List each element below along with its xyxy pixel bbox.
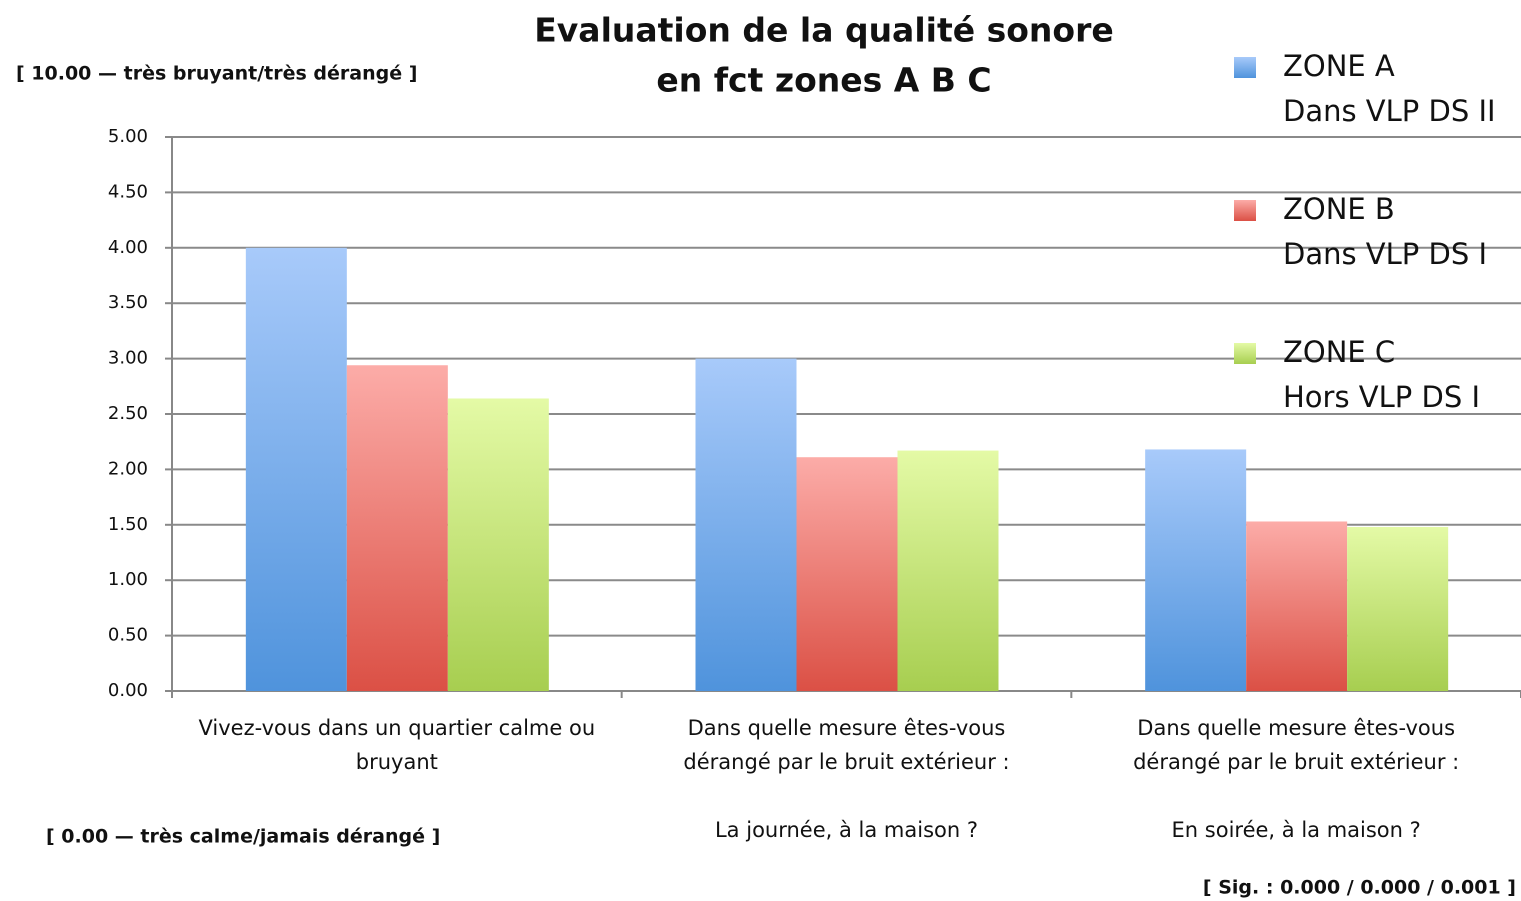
bar <box>1347 527 1449 691</box>
x-tick-label: La journée, à la maison ? <box>715 818 978 842</box>
y-tick-label: 0.50 <box>108 625 148 646</box>
bar <box>245 247 347 692</box>
bar <box>447 398 549 691</box>
y-tick-label: 0.00 <box>108 680 148 701</box>
y-tick-label: 1.50 <box>108 514 148 535</box>
x-tick-label: dérangé par le bruit extérieur : <box>1133 750 1459 774</box>
bar <box>897 450 999 691</box>
legend-label: ZONE C <box>1283 335 1395 369</box>
y-tick-label: 2.50 <box>108 403 148 424</box>
bar <box>346 365 448 691</box>
y-tick-label: 4.00 <box>108 237 148 258</box>
y-tick-label: 5.00 <box>108 126 148 147</box>
legend-label: Dans VLP DS II <box>1283 94 1496 128</box>
legend-swatch <box>1234 343 1256 364</box>
legend-swatch <box>1234 200 1256 221</box>
y-tick-label: 3.00 <box>108 348 148 369</box>
legend-label: ZONE B <box>1283 192 1395 226</box>
y-tick-label: 1.00 <box>108 569 148 590</box>
legend-label: Hors VLP DS I <box>1283 380 1480 414</box>
y-tick-label: 4.50 <box>108 181 148 202</box>
chart-title: Evaluation de la qualité sonore <box>534 11 1113 50</box>
annotation: [ 0.00 — très calme/jamais dérangé ] <box>46 826 440 848</box>
bar <box>796 457 898 691</box>
bar <box>1145 449 1247 691</box>
x-tick-label: En soirée, à la maison ? <box>1172 818 1421 842</box>
bar <box>1246 521 1348 691</box>
chart-title: en fct zones A B C <box>656 61 991 100</box>
legend-label: Dans VLP DS I <box>1283 237 1487 271</box>
bar <box>695 358 797 691</box>
x-tick-label: Dans quelle mesure êtes-vous <box>688 716 1006 740</box>
annotation: [ Sig. : 0.000 / 0.000 / 0.001 ] <box>1203 877 1516 899</box>
y-tick-label: 3.50 <box>108 292 148 313</box>
x-tick-label: Dans quelle mesure êtes-vous <box>1137 716 1455 740</box>
legend-swatch <box>1234 57 1256 78</box>
annotation: [ 10.00 — très bruyant/très dérangé ] <box>16 63 417 85</box>
x-tick-label: dérangé par le bruit extérieur : <box>683 750 1009 774</box>
x-tick-label: bruyant <box>356 750 438 774</box>
legend-label: ZONE A <box>1283 49 1395 83</box>
y-tick-label: 2.00 <box>108 458 148 479</box>
x-tick-label: Vivez-vous dans un quartier calme ou <box>199 716 596 740</box>
